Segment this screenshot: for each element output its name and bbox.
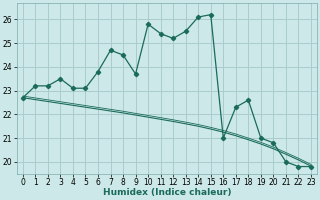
- X-axis label: Humidex (Indice chaleur): Humidex (Indice chaleur): [103, 188, 231, 197]
